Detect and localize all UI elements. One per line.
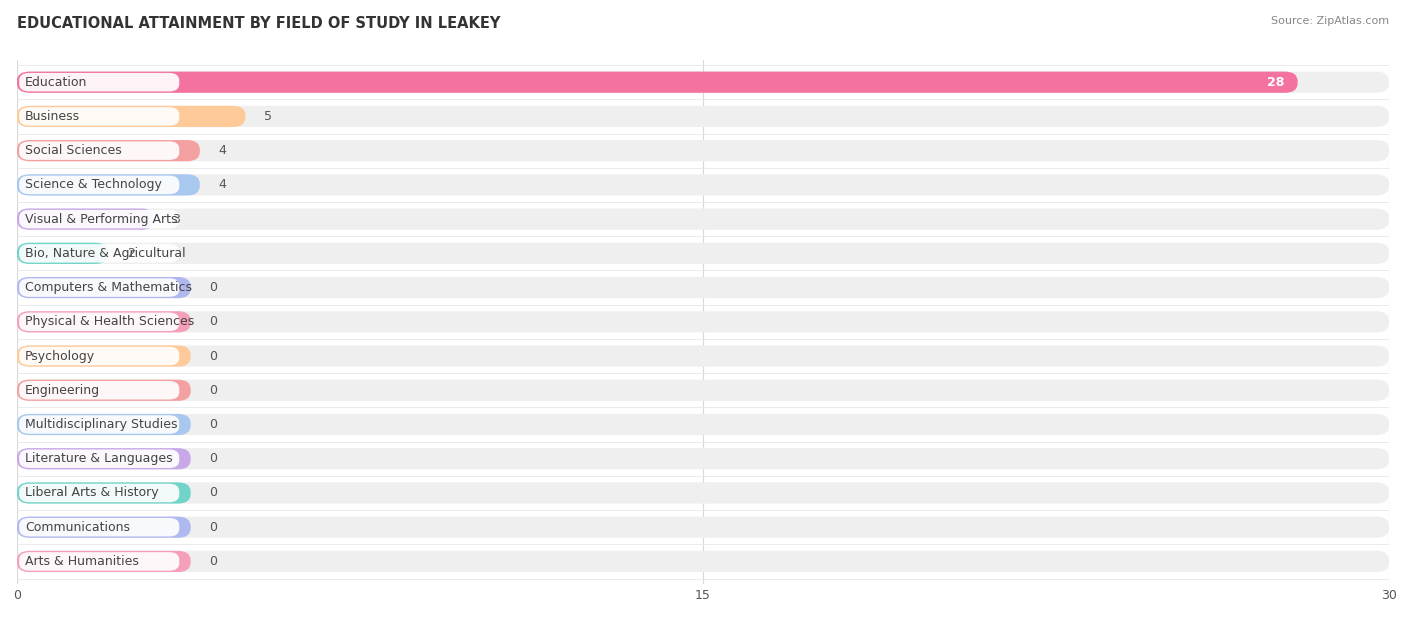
Text: 28: 28 <box>1267 76 1284 89</box>
FancyBboxPatch shape <box>20 347 179 365</box>
FancyBboxPatch shape <box>20 244 179 262</box>
Text: 0: 0 <box>209 487 217 500</box>
FancyBboxPatch shape <box>20 449 179 468</box>
Text: 4: 4 <box>218 179 226 191</box>
Text: Physical & Health Sciences: Physical & Health Sciences <box>25 316 194 328</box>
Text: 2: 2 <box>127 247 135 260</box>
FancyBboxPatch shape <box>17 551 1389 572</box>
FancyBboxPatch shape <box>17 277 1389 298</box>
FancyBboxPatch shape <box>17 243 1389 264</box>
Text: Education: Education <box>25 76 87 89</box>
FancyBboxPatch shape <box>17 311 191 333</box>
Text: 0: 0 <box>209 316 217 328</box>
FancyBboxPatch shape <box>17 345 191 367</box>
FancyBboxPatch shape <box>20 73 179 91</box>
Text: 0: 0 <box>209 452 217 465</box>
FancyBboxPatch shape <box>17 551 191 572</box>
Text: Psychology: Psychology <box>25 350 96 363</box>
Text: 0: 0 <box>209 521 217 534</box>
Text: 0: 0 <box>209 555 217 568</box>
FancyBboxPatch shape <box>17 311 1389 333</box>
FancyBboxPatch shape <box>20 381 179 399</box>
FancyBboxPatch shape <box>17 476 1389 510</box>
FancyBboxPatch shape <box>20 518 179 536</box>
FancyBboxPatch shape <box>17 243 108 264</box>
FancyBboxPatch shape <box>17 208 1389 230</box>
FancyBboxPatch shape <box>17 482 1389 504</box>
Text: Science & Technology: Science & Technology <box>25 179 162 191</box>
FancyBboxPatch shape <box>17 140 1389 162</box>
Text: Bio, Nature & Agricultural: Bio, Nature & Agricultural <box>25 247 186 260</box>
Text: Literature & Languages: Literature & Languages <box>25 452 173 465</box>
FancyBboxPatch shape <box>17 134 1389 168</box>
FancyBboxPatch shape <box>17 271 1389 305</box>
FancyBboxPatch shape <box>17 414 1389 435</box>
Text: Engineering: Engineering <box>25 384 100 397</box>
Text: Liberal Arts & History: Liberal Arts & History <box>25 487 159 500</box>
FancyBboxPatch shape <box>20 107 179 126</box>
FancyBboxPatch shape <box>17 380 191 401</box>
FancyBboxPatch shape <box>20 175 179 194</box>
Text: 3: 3 <box>173 213 180 226</box>
FancyBboxPatch shape <box>17 106 1389 127</box>
FancyBboxPatch shape <box>20 278 179 297</box>
FancyBboxPatch shape <box>17 448 191 469</box>
FancyBboxPatch shape <box>20 312 179 331</box>
Text: Source: ZipAtlas.com: Source: ZipAtlas.com <box>1271 16 1389 26</box>
FancyBboxPatch shape <box>20 141 179 160</box>
FancyBboxPatch shape <box>17 345 1389 367</box>
Text: 0: 0 <box>209 350 217 363</box>
FancyBboxPatch shape <box>17 408 1389 442</box>
Text: Computers & Mathematics: Computers & Mathematics <box>25 281 193 294</box>
FancyBboxPatch shape <box>17 305 1389 339</box>
FancyBboxPatch shape <box>17 208 155 230</box>
FancyBboxPatch shape <box>17 71 1298 93</box>
FancyBboxPatch shape <box>17 517 1389 538</box>
FancyBboxPatch shape <box>20 484 179 502</box>
FancyBboxPatch shape <box>17 517 191 538</box>
FancyBboxPatch shape <box>17 65 1389 99</box>
FancyBboxPatch shape <box>17 339 1389 373</box>
FancyBboxPatch shape <box>17 482 191 504</box>
Text: EDUCATIONAL ATTAINMENT BY FIELD OF STUDY IN LEAKEY: EDUCATIONAL ATTAINMENT BY FIELD OF STUDY… <box>17 16 501 31</box>
FancyBboxPatch shape <box>17 174 200 196</box>
FancyBboxPatch shape <box>17 277 191 298</box>
FancyBboxPatch shape <box>20 552 179 570</box>
FancyBboxPatch shape <box>17 140 200 162</box>
Text: Social Sciences: Social Sciences <box>25 144 122 157</box>
FancyBboxPatch shape <box>17 414 191 435</box>
Text: Multidisciplinary Studies: Multidisciplinary Studies <box>25 418 177 431</box>
Text: Communications: Communications <box>25 521 131 534</box>
FancyBboxPatch shape <box>17 202 1389 236</box>
FancyBboxPatch shape <box>20 415 179 433</box>
FancyBboxPatch shape <box>17 442 1389 476</box>
Text: 0: 0 <box>209 418 217 431</box>
FancyBboxPatch shape <box>17 373 1389 408</box>
Text: Business: Business <box>25 110 80 123</box>
Text: Arts & Humanities: Arts & Humanities <box>25 555 139 568</box>
FancyBboxPatch shape <box>17 380 1389 401</box>
Text: 5: 5 <box>264 110 271 123</box>
Text: 0: 0 <box>209 384 217 397</box>
FancyBboxPatch shape <box>17 545 1389 579</box>
FancyBboxPatch shape <box>17 99 1389 134</box>
FancyBboxPatch shape <box>17 448 1389 469</box>
FancyBboxPatch shape <box>17 71 1389 93</box>
Text: 4: 4 <box>218 144 226 157</box>
Text: Visual & Performing Arts: Visual & Performing Arts <box>25 213 177 226</box>
FancyBboxPatch shape <box>17 168 1389 202</box>
FancyBboxPatch shape <box>17 236 1389 271</box>
FancyBboxPatch shape <box>17 174 1389 196</box>
Text: 0: 0 <box>209 281 217 294</box>
FancyBboxPatch shape <box>20 210 179 228</box>
FancyBboxPatch shape <box>17 510 1389 545</box>
FancyBboxPatch shape <box>17 106 246 127</box>
